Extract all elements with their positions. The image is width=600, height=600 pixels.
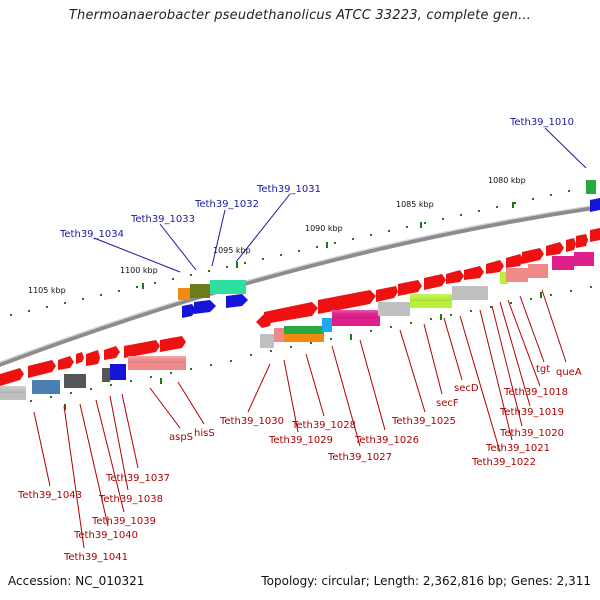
gene-forward[interactable]: [194, 300, 216, 314]
gene-label-secf[interactable]: secF: [436, 398, 459, 409]
gene-forward[interactable]: [58, 356, 74, 370]
gene-reverse[interactable]: [528, 264, 548, 278]
gene-label-teth39-1043[interactable]: Teth39_1043: [17, 490, 82, 501]
gene-label-teth39-1022[interactable]: Teth39_1022: [471, 457, 536, 468]
gene-forward[interactable]: [226, 294, 248, 308]
gene-forward[interactable]: [486, 260, 504, 274]
map-title: Thermoanaerobacter pseudethanolicus ATCC…: [68, 8, 532, 23]
gene-label-teth39-1032[interactable]: Teth39_1032: [194, 199, 259, 210]
gene-reverse[interactable]: [284, 326, 324, 334]
gene-forward[interactable]: [546, 242, 564, 256]
forward-genes[interactable]: [0, 180, 600, 386]
gene-reverse[interactable]: [322, 318, 332, 332]
gene-label-teth39-1034[interactable]: Teth39_1034: [59, 229, 124, 240]
lower-scale-ticks: [30, 286, 592, 410]
gene-forward[interactable]: [264, 302, 318, 324]
gene-reverse[interactable]: [102, 368, 110, 382]
gene-forward[interactable]: [28, 360, 56, 378]
gene-label-tgt[interactable]: tgt: [536, 364, 550, 375]
gene-label-teth39-1031[interactable]: Teth39_1031: [256, 184, 321, 195]
gene-forward[interactable]: [190, 284, 210, 298]
gene-forward[interactable]: [566, 238, 576, 252]
gene-label-teth39-1038[interactable]: Teth39_1038: [98, 494, 163, 505]
gene-reverse[interactable]: [274, 328, 284, 342]
gene-reverse[interactable]: [64, 374, 86, 388]
gene-label-teth39-1028[interactable]: Teth39_1028: [291, 420, 356, 431]
gene-forward[interactable]: [398, 280, 422, 296]
gene-reverse[interactable]: [110, 364, 126, 380]
gene-forward[interactable]: [464, 266, 484, 280]
gene-label-hiss[interactable]: hisS: [194, 428, 215, 439]
gene-label-teth39-1041[interactable]: Teth39_1041: [63, 552, 128, 563]
genome-stats-label: Topology: circular; Length: 2,362,816 bp…: [261, 574, 591, 588]
gene-label-teth39-1010[interactable]: Teth39_1010: [509, 117, 574, 128]
gene-forward[interactable]: [124, 340, 160, 358]
gene-label-asps[interactable]: aspS: [169, 432, 193, 443]
gene-label-teth39-1027[interactable]: Teth39_1027: [327, 452, 392, 463]
gene-forward[interactable]: [446, 270, 464, 284]
gene-reverse[interactable]: [378, 302, 410, 316]
scale-label-1095: 1095 kbp: [213, 246, 251, 255]
gene-label-teth39-1029[interactable]: Teth39_1029: [268, 435, 333, 446]
gene-label-quea[interactable]: queA: [556, 367, 582, 378]
gene-reverse[interactable]: [452, 286, 488, 300]
gene-label-secd[interactable]: secD: [454, 383, 479, 394]
gene-forward[interactable]: [182, 304, 196, 318]
scale-label-1090: 1090 kbp: [305, 224, 343, 233]
gene-forward[interactable]: [576, 234, 588, 248]
red-callouts: [33, 289, 567, 549]
scale-label-1100: 1100 kbp: [120, 266, 158, 275]
gene-label-teth39-1020[interactable]: Teth39_1020: [499, 428, 564, 439]
gene-forward[interactable]: [590, 228, 600, 242]
gene-forward[interactable]: [76, 352, 84, 364]
gene-label-teth39-1033[interactable]: Teth39_1033: [130, 214, 195, 225]
gene-label-teth39-1030[interactable]: Teth39_1030: [219, 416, 284, 427]
gene-forward[interactable]: [586, 180, 596, 194]
gene-forward[interactable]: [104, 346, 120, 360]
gene-forward[interactable]: [160, 336, 186, 352]
genome-backbone-highlight: [0, 203, 600, 363]
gene-reverse[interactable]: [500, 272, 508, 284]
gene-reverse[interactable]: [284, 334, 324, 342]
genome-backbone: [0, 203, 600, 367]
gene-forward[interactable]: [506, 254, 524, 268]
gene-label-teth39-1026[interactable]: Teth39_1026: [354, 435, 419, 446]
gene-shading: [0, 294, 452, 393]
gene-reverse[interactable]: [506, 268, 528, 282]
blue-callouts: [93, 127, 587, 273]
gene-forward[interactable]: [0, 368, 24, 386]
gene-label-teth39-1040[interactable]: Teth39_1040: [73, 530, 138, 541]
reverse-genes[interactable]: [0, 252, 594, 400]
gene-label-teth39-1019[interactable]: Teth39_1019: [499, 407, 564, 418]
gene-label-teth39-1039[interactable]: Teth39_1039: [91, 516, 156, 527]
gene-reverse[interactable]: [574, 252, 594, 266]
gene-forward[interactable]: [178, 288, 190, 300]
gene-forward[interactable]: [424, 274, 446, 290]
scale-ticks: [10, 186, 588, 316]
gene-reverse[interactable]: [552, 256, 574, 270]
scale-label-1085: 1085 kbp: [396, 200, 434, 209]
gene-reverse[interactable]: [32, 380, 60, 394]
gene-label-teth39-1021[interactable]: Teth39_1021: [485, 443, 550, 454]
gene-forward[interactable]: [318, 290, 376, 314]
gene-label-teth39-1025[interactable]: Teth39_1025: [391, 416, 456, 427]
scale-label-1080: 1080 kbp: [488, 176, 526, 185]
gene-forward[interactable]: [86, 350, 100, 366]
gene-label-teth39-1037[interactable]: Teth39_1037: [105, 473, 170, 484]
gene-reverse[interactable]: [260, 334, 274, 348]
gene-label-teth39-1018[interactable]: Teth39_1018: [503, 387, 568, 398]
gene-forward[interactable]: [376, 286, 398, 302]
gene-forward[interactable]: [522, 248, 544, 264]
accession-label: Accession: NC_010321: [8, 574, 145, 588]
gene-forward[interactable]: [210, 280, 246, 294]
scale-label-1105: 1105 kbp: [28, 286, 66, 295]
gene-forward[interactable]: [590, 198, 600, 212]
